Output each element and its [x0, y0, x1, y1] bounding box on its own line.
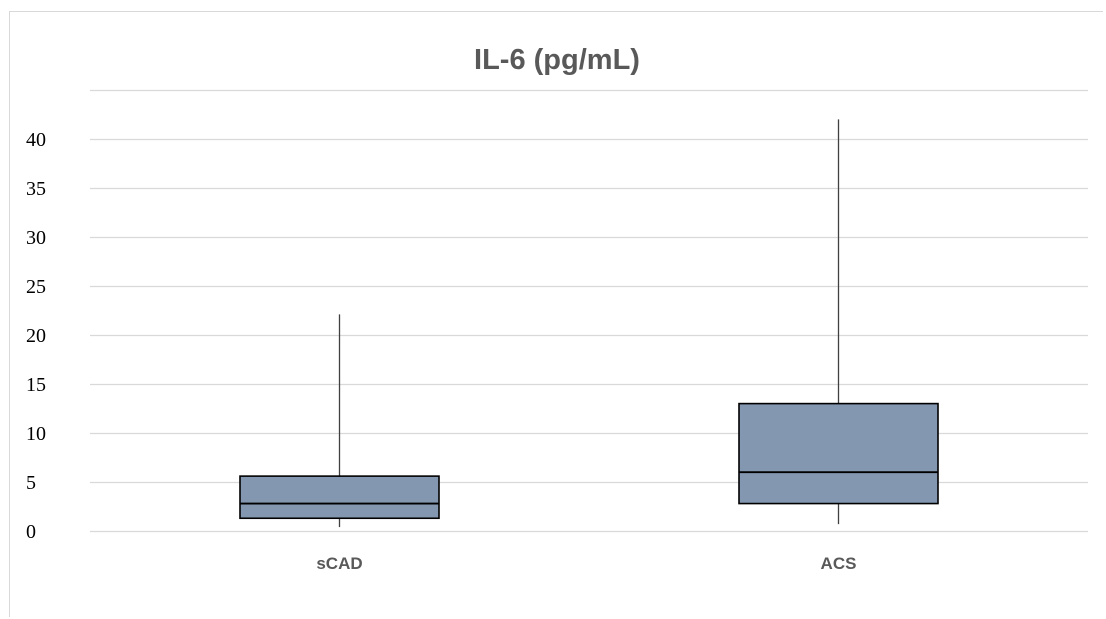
y-tick-label: 20 — [26, 325, 46, 347]
y-tick-label: 5 — [26, 472, 36, 494]
x-tick-label: ACS — [821, 554, 857, 573]
gridlines — [90, 89, 1088, 533]
y-tick-label: 10 — [26, 423, 46, 445]
x-tick-label: sCAD — [316, 554, 362, 573]
chart-title: IL-6 (pg/mL) — [474, 44, 640, 76]
chart-frame — [9, 11, 1103, 617]
box-series — [239, 119, 939, 528]
iqr-box — [239, 475, 440, 520]
iqr-box — [738, 402, 939, 505]
y-axis-ticks: 0 5 10 15 20 25 30 35 40 — [26, 129, 46, 543]
box-acs — [738, 119, 939, 525]
box-scad — [239, 314, 440, 528]
x-axis-labels: sCAD ACS — [316, 554, 856, 573]
y-tick-label: 25 — [26, 276, 46, 298]
y-tick-label: 15 — [26, 374, 46, 396]
y-tick-label: 30 — [26, 227, 46, 249]
y-tick-label: 0 — [26, 521, 36, 543]
y-tick-label: 35 — [26, 178, 46, 200]
y-tick-label: 40 — [26, 129, 46, 151]
